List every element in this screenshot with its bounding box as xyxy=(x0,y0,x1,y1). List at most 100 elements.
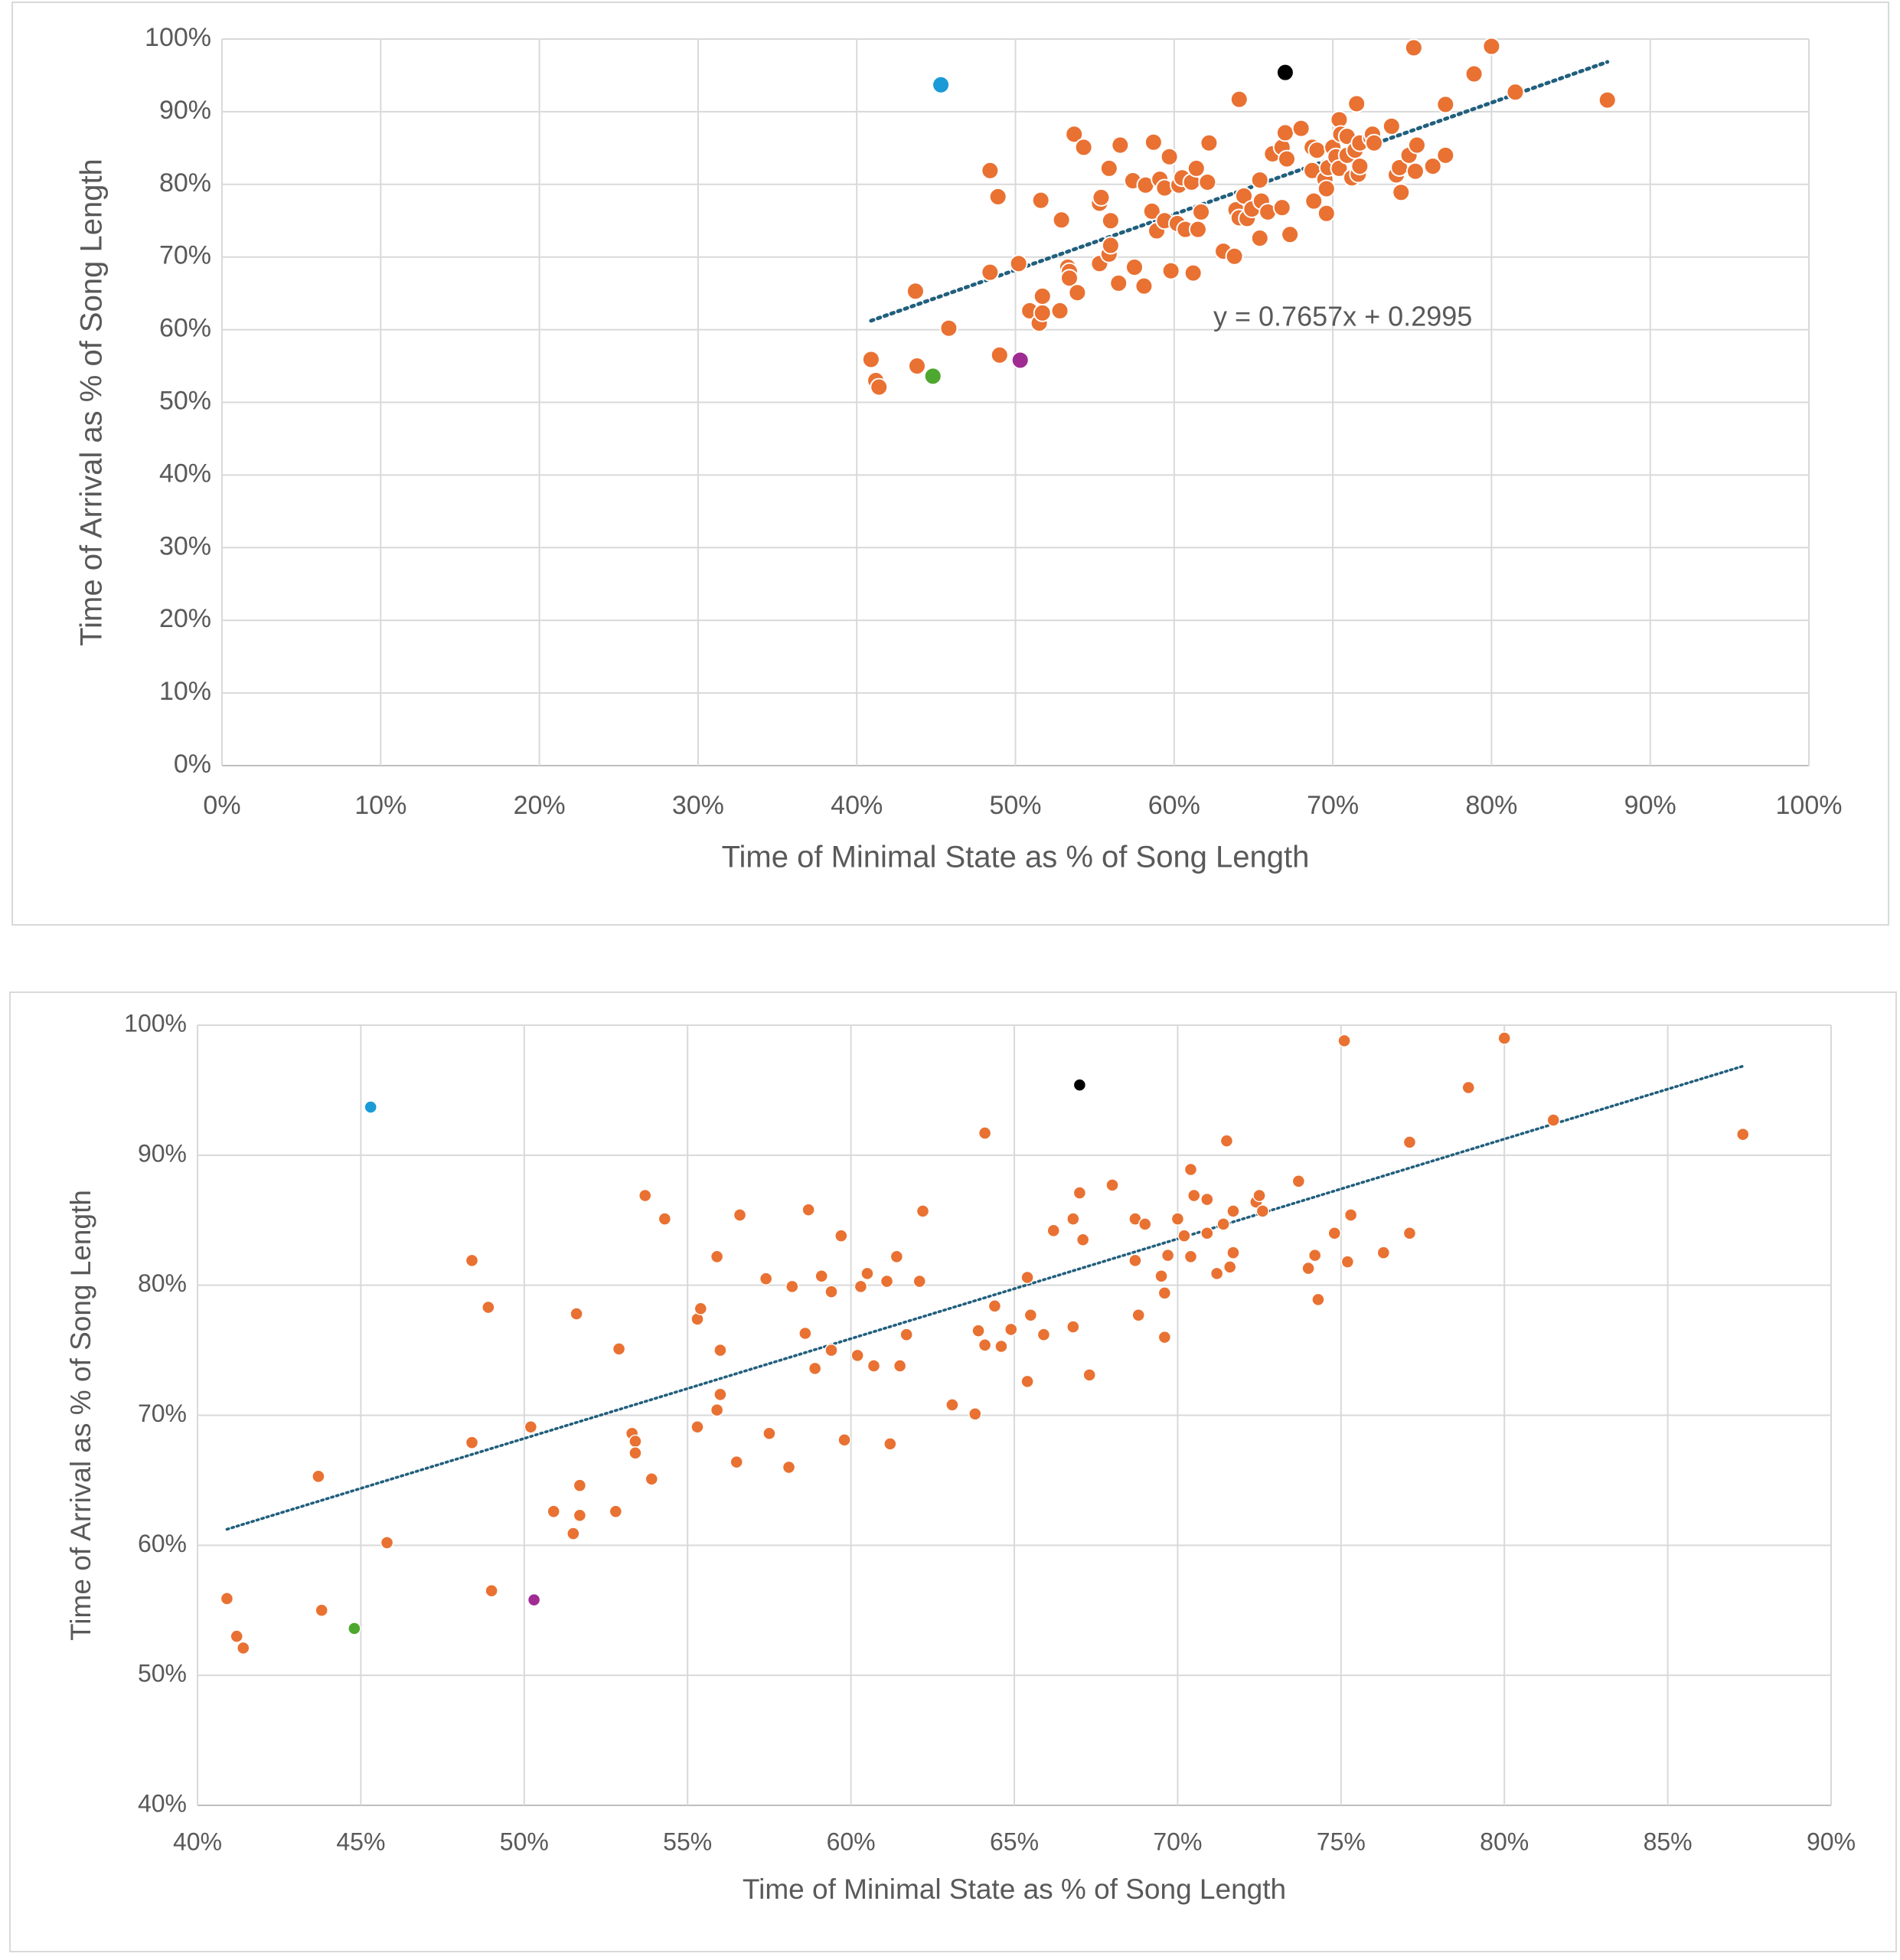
data-point xyxy=(645,1472,658,1486)
data-point xyxy=(1076,1233,1090,1246)
data-point xyxy=(1105,1178,1119,1192)
data-point xyxy=(1210,1266,1224,1281)
data-point xyxy=(1382,116,1401,136)
data-point xyxy=(932,75,951,94)
x-tick-label: 70% xyxy=(1307,791,1359,820)
x-tick-label: 45% xyxy=(336,1828,385,1855)
y-tick-label: 90% xyxy=(138,1139,187,1167)
data-point xyxy=(1187,158,1206,178)
y-axis-title: Time of Arrival as % of Song Length xyxy=(65,1190,96,1641)
data-point xyxy=(1482,37,1501,56)
data-point xyxy=(1436,95,1455,114)
data-point xyxy=(1109,273,1128,292)
data-point xyxy=(1340,1255,1355,1269)
data-point xyxy=(883,1437,897,1451)
data-point xyxy=(1436,145,1455,165)
data-point xyxy=(1099,158,1118,178)
data-point xyxy=(870,377,889,397)
y-tick-label: 100% xyxy=(124,1009,187,1037)
data-point xyxy=(907,357,926,376)
chart-1: 40% 50% 60% 70% 80% 90% 100% 40% 45% 50% 55% 60% 65%… xyxy=(9,991,1897,1952)
data-point xyxy=(916,1204,930,1218)
data-point xyxy=(485,1584,498,1598)
data-point xyxy=(1598,90,1617,109)
x-tick-label: 80% xyxy=(1480,1828,1529,1855)
y-tick-label: 90% xyxy=(159,96,211,125)
x-tick-label: 100% xyxy=(1776,791,1843,820)
data-point xyxy=(1330,158,1349,178)
data-point xyxy=(994,1339,1008,1354)
data-point xyxy=(1082,1368,1096,1382)
data-point xyxy=(782,1460,796,1475)
data-point xyxy=(854,1279,868,1294)
data-point xyxy=(824,1285,838,1298)
data-point xyxy=(798,1326,812,1341)
data-point xyxy=(1291,119,1311,138)
chart-frame xyxy=(9,991,1897,1952)
y-tick-label: 80% xyxy=(159,168,211,198)
data-point xyxy=(733,1208,747,1222)
data-point xyxy=(1301,1261,1315,1276)
y-tick-label: 30% xyxy=(159,531,211,560)
data-point xyxy=(220,1592,234,1606)
data-point xyxy=(237,1641,250,1655)
data-point xyxy=(837,1433,851,1447)
data-point xyxy=(1272,198,1291,217)
data-point xyxy=(1405,162,1425,181)
data-point xyxy=(1392,183,1411,202)
data-point xyxy=(1200,1227,1214,1240)
x-tick-label: 55% xyxy=(663,1828,712,1855)
data-point xyxy=(1020,1374,1034,1389)
y-tick-label: 40% xyxy=(159,459,211,488)
x-tick-label: 65% xyxy=(990,1828,1039,1855)
x-tick-label: 90% xyxy=(1807,1828,1856,1855)
data-point xyxy=(1157,1330,1172,1344)
data-point xyxy=(1101,211,1120,230)
data-point xyxy=(893,1359,907,1373)
data-point xyxy=(1255,1204,1270,1218)
data-point xyxy=(1281,225,1300,244)
data-point xyxy=(1142,201,1161,220)
x-axis-title: Time of Minimal State as % of Song Lengt… xyxy=(722,841,1310,874)
chart-0: 0% 10% 20% 30% 40% 50% 60% 70% 80% 90% 100% 0% 10% 20… xyxy=(11,2,1889,926)
data-point xyxy=(1134,276,1154,296)
trendline-equation: y = 0.7657x + 0.2995 xyxy=(1213,301,1472,332)
data-point xyxy=(1161,1248,1175,1263)
data-point xyxy=(1101,236,1120,255)
data-point xyxy=(1010,351,1030,370)
data-point xyxy=(1009,254,1028,273)
data-point xyxy=(978,1338,992,1352)
data-point xyxy=(1031,191,1050,210)
x-tick-label: 10% xyxy=(354,791,406,820)
y-tick-label: 60% xyxy=(159,314,211,343)
data-point xyxy=(1200,1192,1214,1207)
data-point xyxy=(1187,1188,1201,1203)
data-point xyxy=(1226,1204,1240,1218)
y-tick-label: 100% xyxy=(145,23,211,52)
data-point xyxy=(801,1203,815,1217)
data-point xyxy=(1188,220,1207,239)
data-point xyxy=(1350,157,1370,176)
data-point xyxy=(1277,149,1296,168)
data-point xyxy=(230,1629,243,1643)
data-point xyxy=(1223,1260,1237,1274)
data-point xyxy=(1072,1186,1087,1200)
data-point xyxy=(1497,1031,1511,1045)
data-point xyxy=(1275,63,1294,82)
data-point xyxy=(978,1126,992,1140)
data-point xyxy=(1052,211,1071,230)
y-tick-label: 40% xyxy=(138,1789,187,1817)
data-point xyxy=(312,1469,325,1484)
data-point xyxy=(968,1407,982,1421)
data-point xyxy=(1275,123,1294,142)
data-point xyxy=(628,1446,642,1460)
data-point xyxy=(1229,90,1249,109)
x-tick-label: 75% xyxy=(1317,1828,1366,1855)
data-point xyxy=(730,1455,743,1469)
y-tick-label: 70% xyxy=(138,1400,187,1427)
x-tick-label: 70% xyxy=(1153,1828,1202,1855)
data-point xyxy=(1304,191,1324,211)
y-tick-label: 60% xyxy=(138,1530,187,1557)
